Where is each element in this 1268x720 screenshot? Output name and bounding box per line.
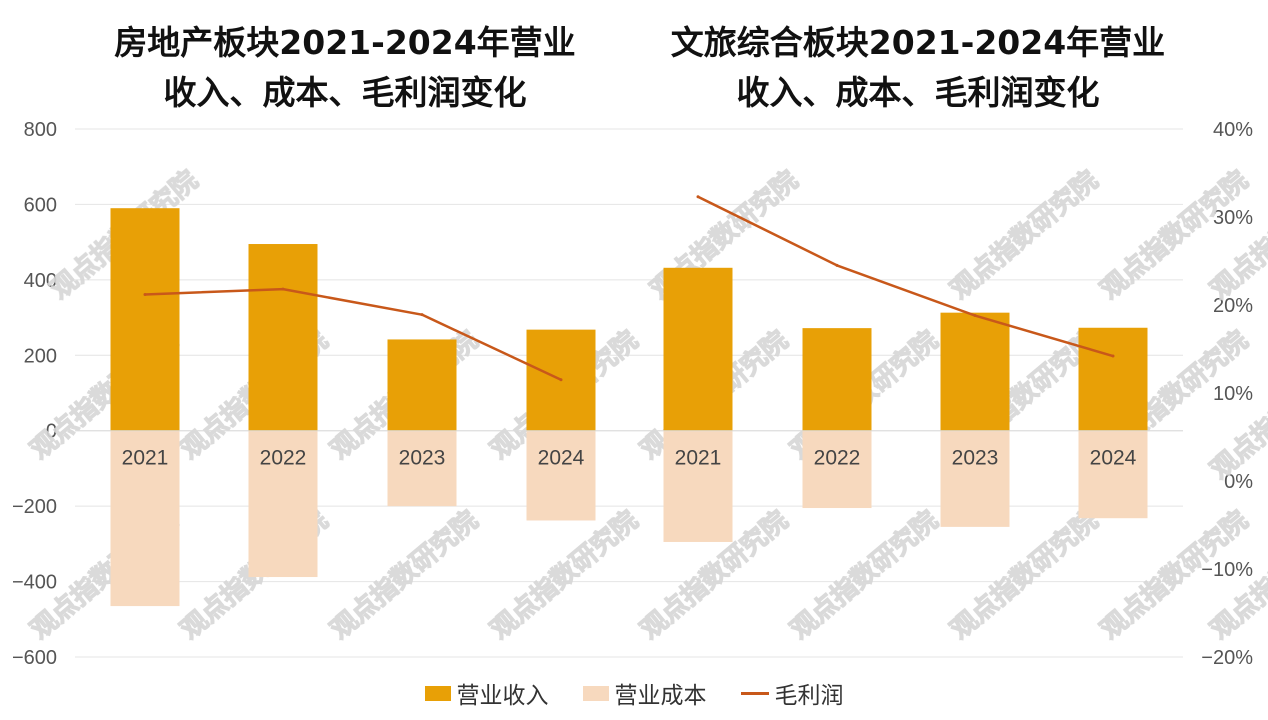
y-left-tick-label: 800 — [24, 119, 57, 141]
bar-cost-2023 — [940, 430, 1010, 527]
chart-title-culture-tourism: 文旅综合板块2021-2024年营业 收入、成本、毛利润变化 — [638, 18, 1198, 118]
y-right-tick-label: −10% — [1201, 559, 1253, 581]
legend-swatch-revenue — [424, 685, 451, 701]
line-margin-point — [281, 287, 285, 291]
legend: 营业收入 营业成本 毛利润 — [0, 676, 1268, 710]
line-margin-series — [144, 287, 562, 381]
line-margin-point — [559, 378, 563, 382]
bar-cost-2021 — [663, 430, 733, 542]
chart-title-line1: 文旅综合板块2021-2024年营业 — [670, 23, 1166, 62]
bar-cost-2024 — [526, 430, 596, 521]
x-category-label: 2023 — [952, 447, 999, 470]
bar-revenue-2021 — [110, 208, 180, 431]
bar-revenue-2023 — [940, 312, 1010, 431]
bar-revenue-2021 — [663, 267, 733, 431]
line-margin-point — [1111, 354, 1115, 358]
x-category-label: 2024 — [1090, 447, 1137, 470]
y-right-tick-label: 0% — [1224, 471, 1253, 493]
chart-title-line2: 收入、成本、毛利润变化 — [736, 73, 1100, 112]
legend-item-revenue: 营业收入 — [424, 676, 549, 710]
y-left-tick-label: 0 — [46, 421, 57, 443]
legend-swatch-margin — [740, 691, 769, 695]
bar-cost-2021 — [110, 430, 180, 607]
x-category-label: 2022 — [260, 447, 307, 470]
line-margin-point — [973, 314, 977, 318]
y-left-tick-label: −400 — [12, 572, 57, 594]
y-right-tick-label: 30% — [1213, 207, 1253, 229]
x-category-label: 2023 — [399, 447, 446, 470]
bar-revenue-2022 — [802, 328, 872, 431]
line-margin-point — [420, 313, 424, 317]
watermark-text: 观点指数研究院 — [785, 505, 944, 646]
y-right-tick-label: 20% — [1213, 295, 1253, 317]
y-left-tick-label: −200 — [12, 496, 57, 518]
line-margin-series — [697, 195, 1114, 358]
legend-swatch-cost — [582, 685, 609, 701]
y-left-tick-label: 200 — [24, 345, 57, 367]
legend-label-revenue: 营业收入 — [456, 683, 549, 709]
legend-item-margin: 毛利润 — [740, 676, 844, 710]
watermark-text: 观点指数研究院 — [325, 505, 484, 646]
y-left-tick-label: 600 — [24, 194, 57, 216]
chart-title-line2: 收入、成本、毛利润变化 — [163, 73, 527, 112]
y-left-tick-label: −600 — [12, 647, 57, 669]
bar-cost-2024 — [1078, 430, 1148, 519]
y-right-tick-label: 10% — [1213, 383, 1253, 405]
legend-item-cost: 营业成本 — [582, 676, 707, 710]
x-category-label: 2024 — [538, 447, 585, 470]
bar-revenue-2023 — [387, 339, 457, 431]
x-category-label: 2022 — [814, 447, 861, 470]
x-category-label: 2021 — [675, 447, 722, 470]
line-margin-point — [835, 263, 839, 267]
bar-revenue-2022 — [248, 244, 318, 431]
bar-revenue-2024 — [1078, 327, 1148, 431]
bar-cost-2022 — [802, 430, 872, 509]
chart-title-line1: 房地产板块2021-2024年营业 — [114, 23, 576, 62]
watermark-text: 观点指数研究院 — [945, 165, 1104, 306]
y-right-tick-label: 40% — [1213, 119, 1253, 141]
line-margin-point — [143, 292, 147, 296]
legend-label-margin: 毛利润 — [774, 683, 844, 709]
watermark-text: 观点指数研究院 — [485, 505, 644, 646]
y-left-tick-label: 400 — [24, 270, 57, 292]
bar-cost-2023 — [387, 430, 457, 507]
bar-cost-2022 — [248, 430, 318, 578]
legend-label-cost: 营业成本 — [614, 683, 707, 709]
chart-title-real-estate: 房地产板块2021-2024年营业 收入、成本、毛利润变化 — [65, 18, 625, 118]
line-margin-point — [696, 195, 700, 199]
x-category-label: 2021 — [122, 447, 169, 470]
y-right-tick-label: −20% — [1201, 647, 1253, 669]
